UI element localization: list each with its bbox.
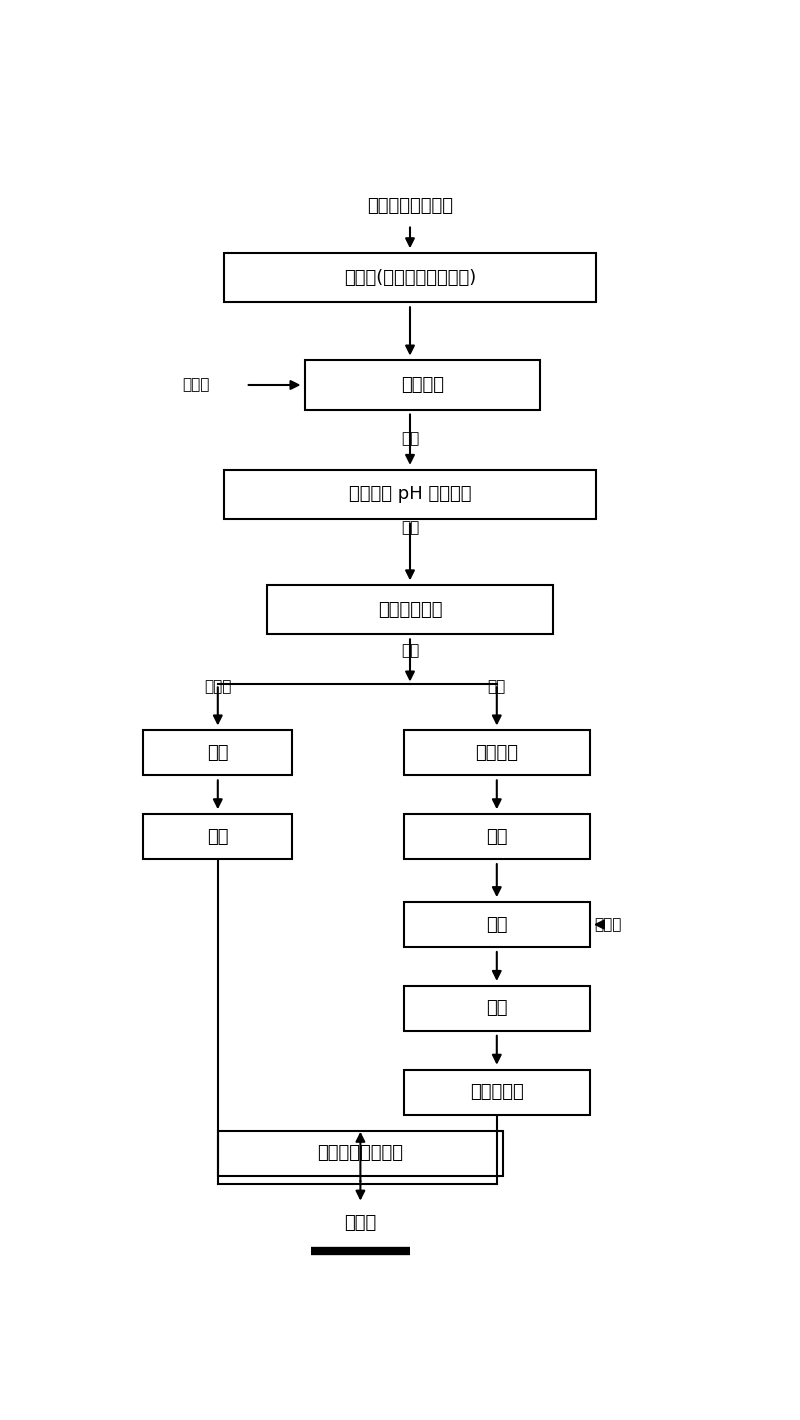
Text: 浓硫酸: 浓硫酸 [182, 378, 210, 392]
FancyBboxPatch shape [224, 470, 596, 518]
Text: 锴酸锂: 锴酸锂 [344, 1214, 377, 1233]
Text: 沉锂: 沉锂 [486, 916, 507, 933]
FancyBboxPatch shape [143, 730, 292, 775]
FancyBboxPatch shape [404, 814, 590, 859]
Text: 酸性浸出: 酸性浸出 [401, 376, 444, 393]
Text: 废旧锴酸锂负极片: 废旧锴酸锂负极片 [367, 197, 453, 216]
Text: 碳酸钔: 碳酸钔 [594, 917, 622, 932]
Text: 洗涤: 洗涤 [207, 744, 229, 763]
Text: 滤液加热水解: 滤液加热水解 [378, 601, 442, 619]
Text: 过滤: 过滤 [401, 521, 419, 535]
FancyBboxPatch shape [305, 361, 540, 409]
Text: 除杂: 除杂 [486, 828, 507, 846]
FancyBboxPatch shape [218, 1130, 503, 1176]
FancyBboxPatch shape [404, 730, 590, 775]
Text: 预处理(烧结、粉碎、筛分): 预处理(烧结、粉碎、筛分) [344, 268, 476, 287]
Text: 萍取除铜: 萍取除铜 [475, 744, 518, 763]
Text: 干燥: 干燥 [207, 828, 229, 846]
FancyBboxPatch shape [404, 1069, 590, 1115]
FancyBboxPatch shape [267, 585, 553, 635]
Text: 过滤: 过滤 [401, 643, 419, 659]
Text: 稀释: 稀释 [401, 432, 419, 447]
FancyBboxPatch shape [404, 985, 590, 1031]
Text: 偏锴酸: 偏锴酸 [204, 679, 231, 694]
Text: 调节溶液 pH 値及电位: 调节溶液 pH 値及电位 [349, 486, 471, 503]
Text: 混料、烧结、筛分: 混料、烧结、筛分 [318, 1145, 403, 1163]
FancyBboxPatch shape [224, 253, 596, 302]
FancyBboxPatch shape [404, 902, 590, 947]
FancyBboxPatch shape [143, 814, 292, 859]
Text: 浓缩: 浓缩 [486, 1000, 507, 1017]
Text: 洗涤、干燥: 洗涤、干燥 [470, 1083, 524, 1100]
Text: 滤液: 滤液 [488, 679, 506, 694]
